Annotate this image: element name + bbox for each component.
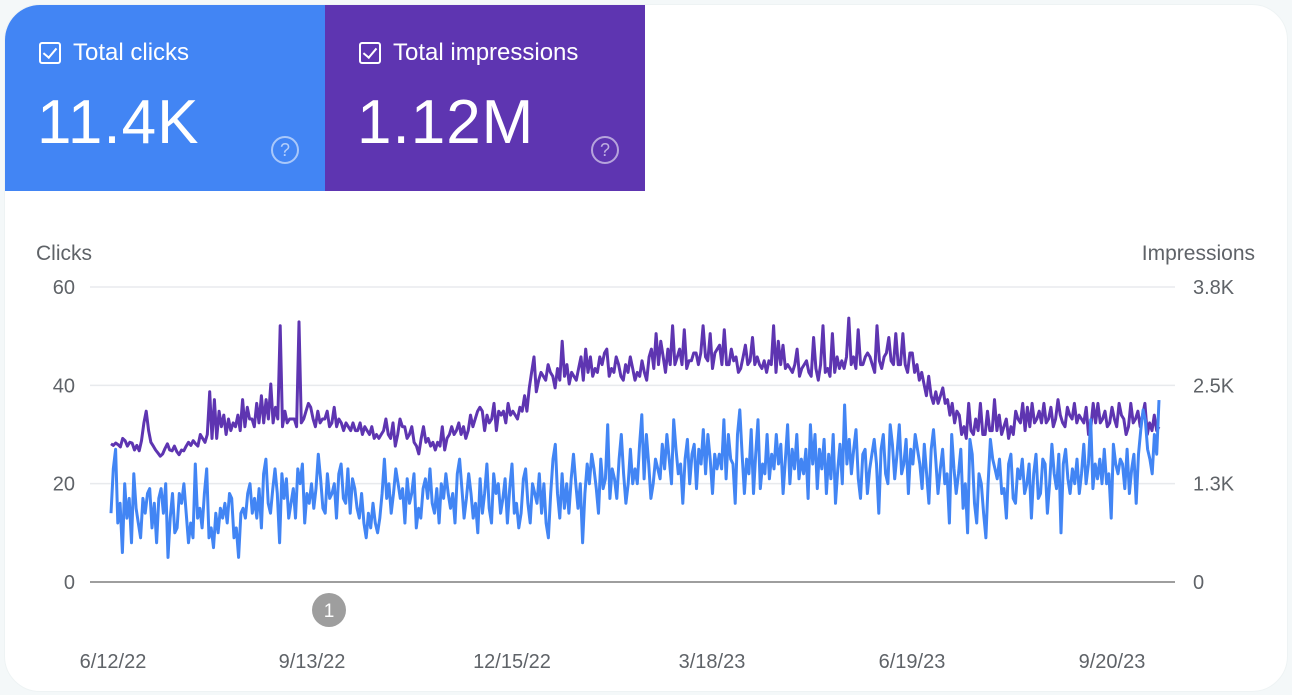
x-tick-label: 12/15/22 bbox=[473, 651, 551, 673]
impressions-series-line bbox=[110, 316, 1161, 458]
x-tick-label: 9/20/23 bbox=[1079, 651, 1146, 673]
total-clicks-label-row: Total clicks bbox=[39, 39, 189, 67]
total-impressions-value: 1.12M bbox=[357, 88, 535, 157]
total-clicks-value: 11.4K bbox=[37, 88, 200, 157]
x-tick-label: 6/19/23 bbox=[879, 651, 946, 673]
total-impressions-label: Total impressions bbox=[393, 39, 579, 66]
x-tick-label: 9/13/22 bbox=[279, 651, 346, 673]
annotation-marker[interactable]: 1 bbox=[312, 593, 346, 627]
performance-card: Total clicks 11.4K ? Total impressions 1… bbox=[4, 4, 1288, 692]
total-impressions-checkbox[interactable] bbox=[359, 42, 381, 64]
total-impressions-label-row: Total impressions bbox=[359, 39, 578, 67]
y-left-tick-label: 20 bbox=[53, 474, 75, 496]
total-clicks-label: Total clicks bbox=[73, 39, 190, 66]
annotation-marker-circle[interactable] bbox=[312, 593, 346, 627]
total-clicks-checkbox[interactable] bbox=[39, 42, 61, 64]
y-right-tick-label: 1.3K bbox=[1193, 474, 1235, 496]
x-tick-label: 3/18/23 bbox=[679, 651, 746, 673]
clicks-series-line bbox=[109, 400, 1161, 559]
y-right-axis-title: Impressions bbox=[1142, 242, 1255, 265]
y-right-tick-label: 0 bbox=[1193, 572, 1204, 594]
y-right-tick-label: 2.5K bbox=[1193, 375, 1235, 397]
total-clicks-tile[interactable]: Total clicks 11.4K ? bbox=[5, 5, 325, 191]
y-left-tick-label: 0 bbox=[64, 572, 75, 594]
y-right-tick-label: 3.8K bbox=[1193, 277, 1235, 299]
annotation-marker-label: 1 bbox=[324, 601, 335, 622]
y-left-tick-label: 60 bbox=[53, 277, 75, 299]
help-icon[interactable]: ? bbox=[271, 136, 299, 164]
x-tick-label: 6/12/22 bbox=[80, 651, 147, 673]
y-left-axis-title: Clicks bbox=[36, 242, 92, 265]
y-left-tick-label: 40 bbox=[53, 375, 75, 397]
help-icon[interactable]: ? bbox=[591, 136, 619, 164]
total-impressions-tile[interactable]: Total impressions 1.12M ? bbox=[325, 5, 645, 191]
